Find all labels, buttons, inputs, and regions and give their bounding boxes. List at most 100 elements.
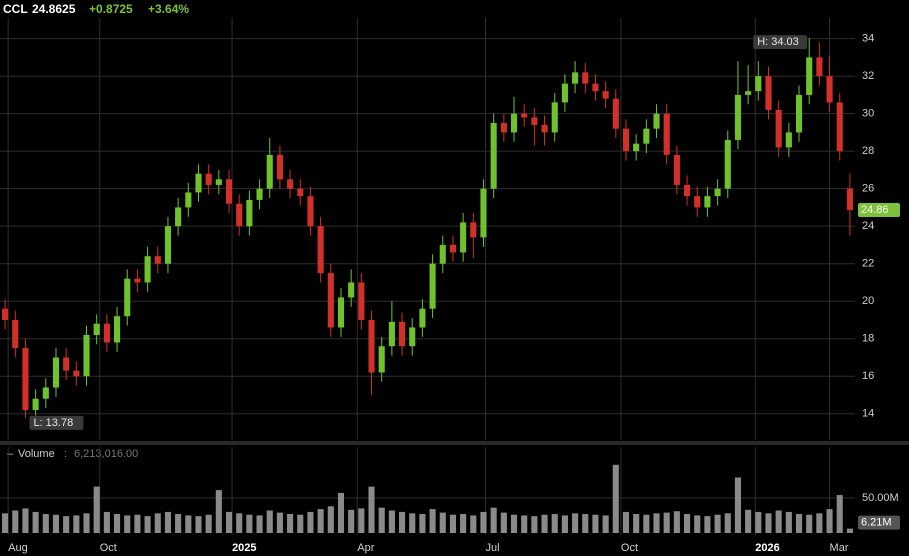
volume-collapse[interactable]: – [7, 448, 14, 460]
volume-bar [449, 514, 456, 533]
volume-bar [460, 514, 467, 533]
candle-body [124, 278, 131, 317]
y-tick-label: 28 [862, 145, 874, 157]
candle-body [317, 226, 324, 274]
y-tick-label: 24 [862, 220, 874, 232]
volume-bar [358, 508, 365, 533]
y-tick-label: 20 [862, 295, 874, 307]
volume-bar [317, 509, 324, 533]
candle-body [195, 173, 202, 193]
volume-bar [12, 510, 19, 533]
volume-bar [795, 514, 803, 533]
volume-bar [765, 513, 772, 533]
candle-body [348, 282, 355, 298]
candle-body [399, 321, 406, 347]
volume-bar [561, 515, 568, 533]
candle-body [73, 370, 80, 377]
candle-body [612, 98, 619, 129]
volume-bar [236, 513, 243, 533]
candle-body [225, 179, 233, 204]
candle-body [439, 244, 446, 264]
volume-bar [164, 511, 171, 533]
candle-body [52, 357, 60, 388]
candle-body [602, 91, 609, 99]
candle-body [175, 207, 182, 227]
candle-body [205, 173, 212, 185]
x-tick-label: Mar [830, 542, 849, 554]
candle-body [480, 188, 487, 238]
volume-bar [490, 507, 497, 533]
candle-body [775, 109, 782, 148]
candle-body [42, 387, 49, 399]
volume-bar [52, 514, 60, 533]
volume-bar [622, 511, 630, 533]
candle-body [388, 321, 395, 347]
volume-bar [144, 516, 151, 533]
volume-bar [388, 510, 395, 533]
candle-body [22, 348, 29, 410]
panel-separator [0, 441, 909, 445]
x-tick-label: 2026 [755, 542, 779, 554]
candle-body [643, 128, 650, 144]
volume-bar [205, 514, 212, 533]
volume-bar [307, 511, 314, 533]
y-tick-label: 16 [862, 370, 874, 382]
candle-body [724, 139, 731, 189]
volume-bar [531, 516, 538, 533]
candle-body [134, 278, 141, 283]
callout-box [753, 35, 808, 50]
volume-bar [276, 512, 283, 533]
volume-bar [83, 513, 90, 533]
volume-bar [734, 477, 741, 533]
candle-body [358, 282, 365, 320]
candle-body [521, 113, 528, 118]
candle-body [694, 196, 701, 208]
candle-body [2, 308, 9, 320]
volume-bar [134, 514, 141, 533]
volume-bar [541, 514, 548, 533]
volume-title: Volume [18, 448, 55, 460]
volume-bar [185, 515, 192, 533]
candle-body [236, 203, 243, 227]
volume-bar [439, 512, 446, 533]
candle-body [215, 179, 222, 185]
candle-body [500, 123, 507, 133]
volume-bar [643, 514, 650, 533]
candle-body [144, 256, 151, 283]
volume-bar [510, 514, 518, 533]
volume-bar [266, 510, 273, 533]
candle-body [12, 319, 19, 349]
volume-bar [63, 516, 70, 533]
volume-bar [114, 514, 121, 533]
v-tick-label: 50.00M [862, 492, 899, 504]
volume-bar [409, 513, 416, 533]
candle-body [276, 154, 283, 180]
volume-bar [704, 516, 711, 533]
candle-body [266, 154, 273, 189]
x-tick-label: Jul [486, 542, 500, 554]
x-tick-label: Oct [100, 542, 117, 554]
x-tick-label: Apr [357, 542, 374, 554]
candle-body [307, 196, 314, 227]
volume-bar [684, 514, 691, 533]
volume-bar [551, 514, 558, 533]
y-tick-label: 26 [862, 183, 874, 195]
candle-body [785, 132, 792, 148]
ticker: CCL [3, 2, 28, 16]
candle-body [32, 398, 39, 410]
x-tick-label: 2025 [232, 542, 256, 554]
volume-bar [633, 514, 640, 533]
callout-label: L: 13.78 [33, 417, 73, 429]
candle-body [154, 256, 161, 264]
candle-body [103, 323, 110, 343]
volume-bar [612, 464, 619, 533]
volume-bar [378, 507, 385, 533]
candle-body [826, 76, 833, 103]
volume-bar [602, 515, 609, 533]
volume-bar [775, 510, 782, 533]
volume-bar [653, 513, 660, 533]
candle-body [409, 327, 416, 347]
candle-body [806, 57, 813, 95]
candle-body [246, 199, 253, 227]
